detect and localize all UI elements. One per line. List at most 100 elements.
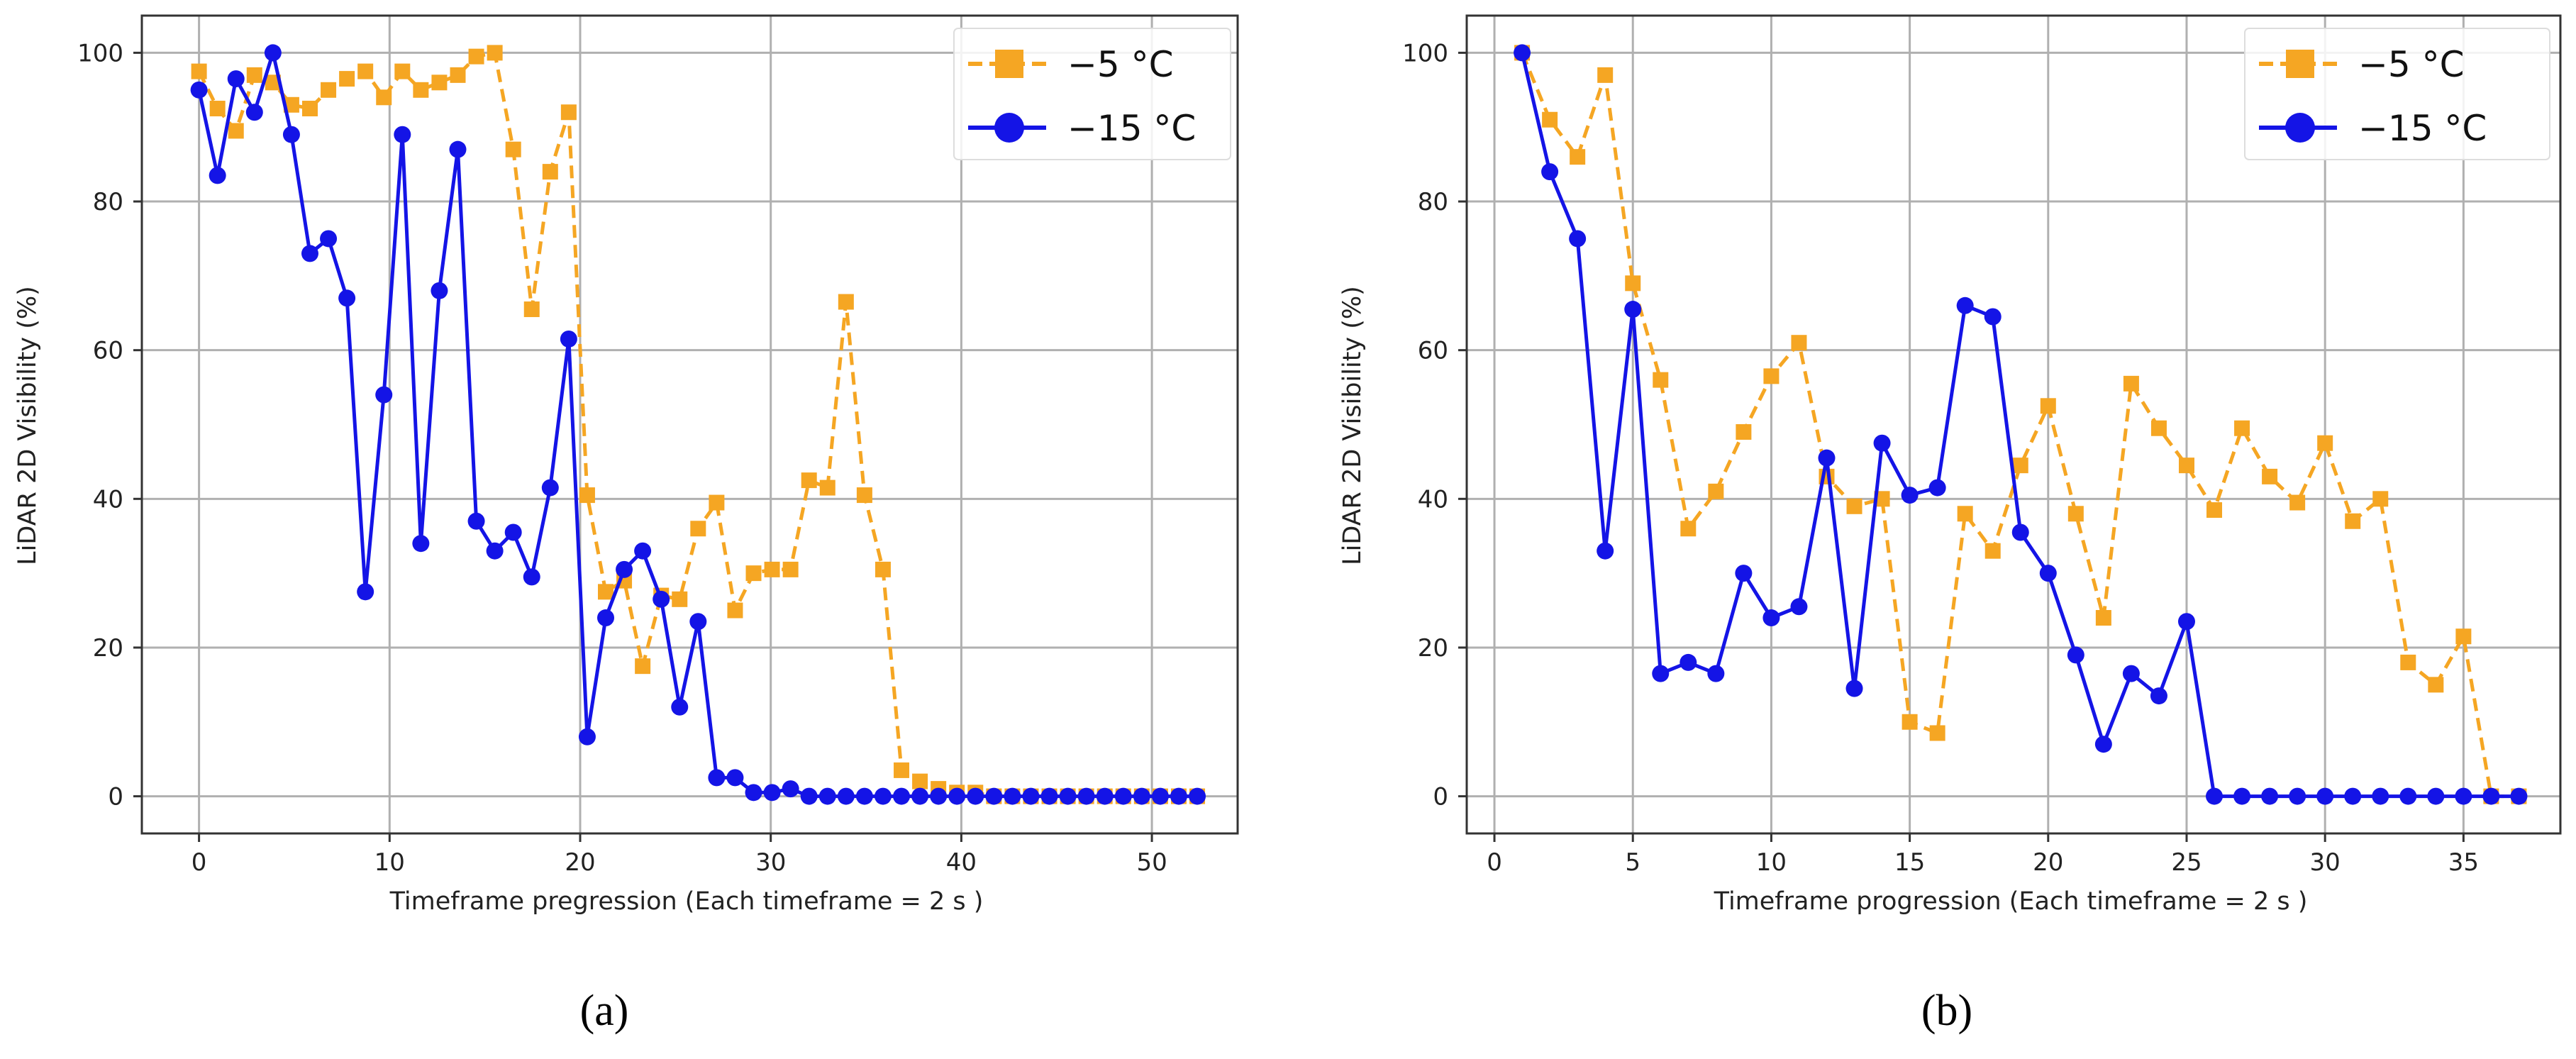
data-point	[1790, 598, 1808, 616]
legend: −5 °C −15 °C	[953, 28, 1231, 160]
legend-marker	[2286, 50, 2314, 78]
data-point	[800, 787, 818, 805]
data-point	[339, 71, 355, 87]
data-point	[227, 70, 245, 88]
y-tick-label: 100	[1402, 39, 1448, 67]
data-point	[375, 386, 393, 404]
data-point	[912, 773, 928, 789]
y-tick-label: 40	[93, 485, 123, 514]
y-tick-label: 80	[93, 188, 123, 216]
data-point	[2234, 420, 2250, 436]
data-point	[468, 48, 484, 65]
data-point	[1040, 787, 1058, 805]
data-point	[856, 487, 872, 504]
data-point	[1984, 543, 2001, 559]
y-tick-label: 80	[1418, 188, 1448, 216]
data-point	[1929, 725, 1945, 741]
x-tick-label: 15	[1894, 848, 1925, 877]
data-point	[301, 245, 318, 262]
data-point	[2344, 787, 2362, 805]
data-point	[283, 96, 299, 113]
data-point	[1133, 787, 1150, 805]
data-point	[1542, 111, 1558, 128]
data-point	[228, 123, 244, 139]
data-point	[1022, 787, 1040, 805]
data-point	[1114, 787, 1132, 805]
data-point	[413, 82, 429, 98]
data-point	[985, 787, 1003, 805]
data-point	[282, 126, 300, 143]
data-point	[1189, 787, 1206, 805]
data-point	[431, 282, 448, 299]
data-point	[2011, 523, 2029, 541]
data-point	[1708, 483, 1724, 499]
data-point	[505, 141, 521, 157]
data-point	[894, 762, 910, 778]
data-point	[1818, 449, 1836, 467]
data-point	[2399, 787, 2417, 805]
data-point	[245, 104, 263, 121]
data-point	[855, 787, 873, 805]
data-point	[542, 164, 558, 180]
x-tick-label: 40	[946, 848, 977, 877]
series-minus-15	[1514, 44, 2528, 805]
data-point	[745, 784, 762, 802]
data-point	[1956, 296, 1974, 314]
data-point	[2372, 491, 2389, 507]
data-point	[1597, 67, 1614, 83]
data-point	[246, 67, 262, 83]
data-point	[1845, 680, 1863, 697]
y-tick-label: 60	[1418, 337, 1448, 365]
data-point	[321, 82, 337, 98]
y-tick-label: 0	[108, 783, 123, 811]
data-point	[819, 479, 835, 496]
data-point	[209, 101, 226, 117]
y-tick-label: 40	[1418, 485, 1448, 514]
data-point	[709, 494, 725, 511]
data-point	[597, 609, 615, 627]
data-point	[2233, 787, 2251, 805]
data-point	[560, 104, 577, 121]
data-point	[523, 568, 540, 586]
data-point	[1680, 653, 1697, 671]
axes-frame	[1465, 14, 2562, 835]
data-point	[357, 63, 374, 79]
data-point	[708, 769, 726, 787]
data-point	[1569, 230, 1587, 248]
data-point	[2094, 736, 2112, 753]
data-point	[967, 787, 984, 805]
data-point	[1957, 506, 1973, 522]
x-tick-label: 10	[374, 848, 405, 877]
data-point	[763, 784, 781, 802]
data-point	[1652, 665, 1670, 682]
data-point	[893, 787, 911, 805]
data-point	[376, 89, 392, 106]
data-point	[2400, 654, 2416, 670]
y-axis-title: LiDAR 2D Visibility (%)	[13, 286, 42, 565]
x-tick-label: 0	[1487, 848, 1502, 877]
legend-label: −5 °C	[2358, 44, 2465, 85]
data-point	[264, 44, 282, 62]
data-point	[2427, 787, 2445, 805]
data-point	[2455, 628, 2472, 645]
series-minus-15	[190, 44, 1206, 805]
data-point	[1059, 787, 1077, 805]
data-point	[1514, 44, 1531, 62]
data-point	[764, 561, 780, 577]
data-point	[2317, 435, 2333, 451]
data-point	[1680, 521, 1697, 537]
data-point	[190, 81, 208, 99]
data-point	[2261, 787, 2279, 805]
data-point	[1928, 479, 1946, 497]
panel-label: (b)	[1921, 987, 1972, 1035]
data-point	[2040, 398, 2056, 414]
data-point	[394, 63, 411, 79]
data-point	[2122, 665, 2140, 682]
data-point	[1762, 609, 1780, 627]
legend-marker	[2285, 113, 2315, 143]
data-point	[930, 787, 948, 805]
legend-marker	[994, 113, 1024, 143]
data-point	[487, 45, 503, 61]
data-point	[1901, 487, 1919, 504]
data-point	[616, 560, 633, 578]
